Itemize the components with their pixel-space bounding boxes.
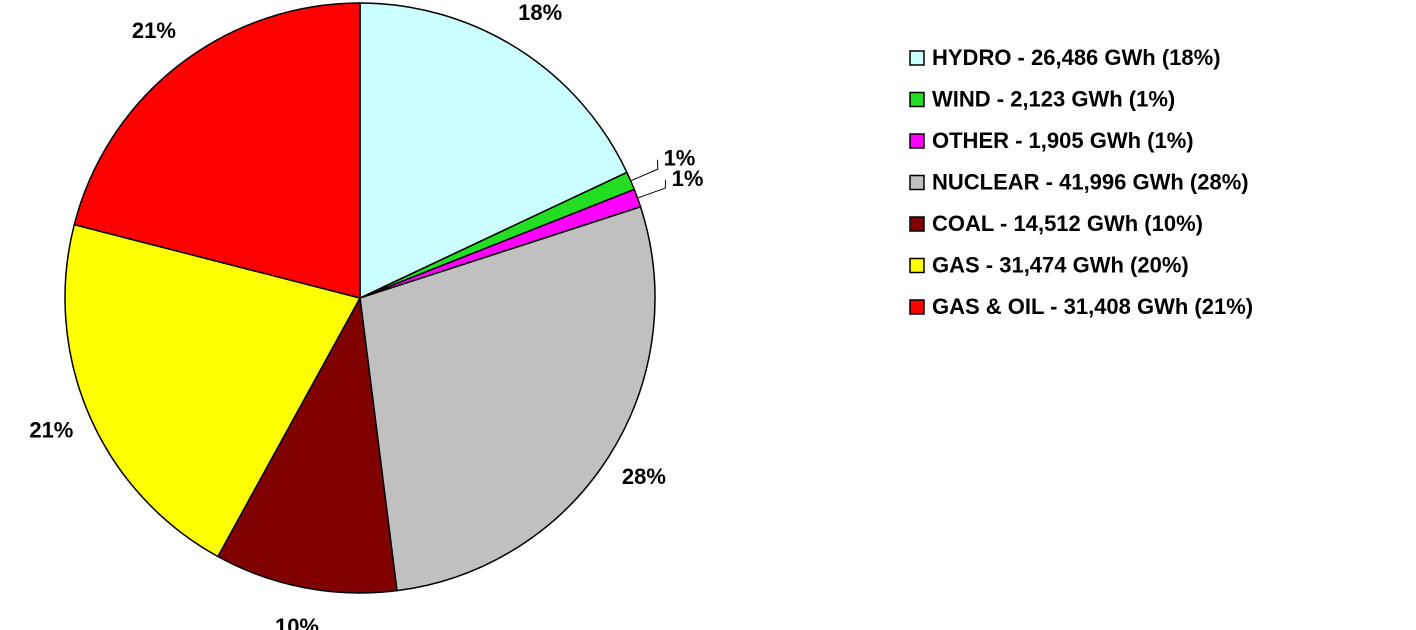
data-label: 28% bbox=[622, 464, 666, 489]
legend-label: WIND - 2,123 GWh (1%) bbox=[932, 86, 1175, 111]
pie-slice bbox=[73, 2, 361, 299]
data-label: 18% bbox=[518, 0, 562, 25]
data-label: 1% bbox=[664, 146, 696, 171]
data-label: 21% bbox=[29, 417, 73, 442]
leader-line bbox=[637, 180, 667, 199]
legend-swatch bbox=[909, 50, 925, 66]
legend-label: COAL - 14,512 GWh (10%) bbox=[932, 211, 1203, 236]
legend-label: GAS & OIL - 31,408 GWh (21%) bbox=[932, 294, 1253, 319]
legend-label: HYDRO - 26,486 GWh (18%) bbox=[932, 45, 1221, 70]
legend-swatch bbox=[909, 91, 925, 108]
legend-swatch bbox=[909, 257, 925, 274]
legend-swatch bbox=[909, 174, 925, 191]
data-label: 1% bbox=[672, 166, 704, 191]
legend-swatch bbox=[909, 133, 925, 149]
legend-label: NUCLEAR - 41,996 GWh (28%) bbox=[932, 169, 1249, 194]
legend-label: OTHER - 1,905 GWh (1%) bbox=[932, 128, 1194, 153]
legend-swatch bbox=[909, 299, 925, 315]
pie-slice bbox=[359, 2, 628, 300]
pie-slice bbox=[216, 295, 398, 594]
legend-label: GAS - 31,474 GWh (20%) bbox=[932, 252, 1189, 277]
data-label: 10% bbox=[275, 614, 319, 630]
leader-line bbox=[630, 159, 659, 182]
data-label: 21% bbox=[132, 18, 176, 43]
pie-slice bbox=[64, 223, 362, 558]
pie-slice bbox=[359, 205, 656, 592]
legend-swatch bbox=[909, 216, 925, 232]
